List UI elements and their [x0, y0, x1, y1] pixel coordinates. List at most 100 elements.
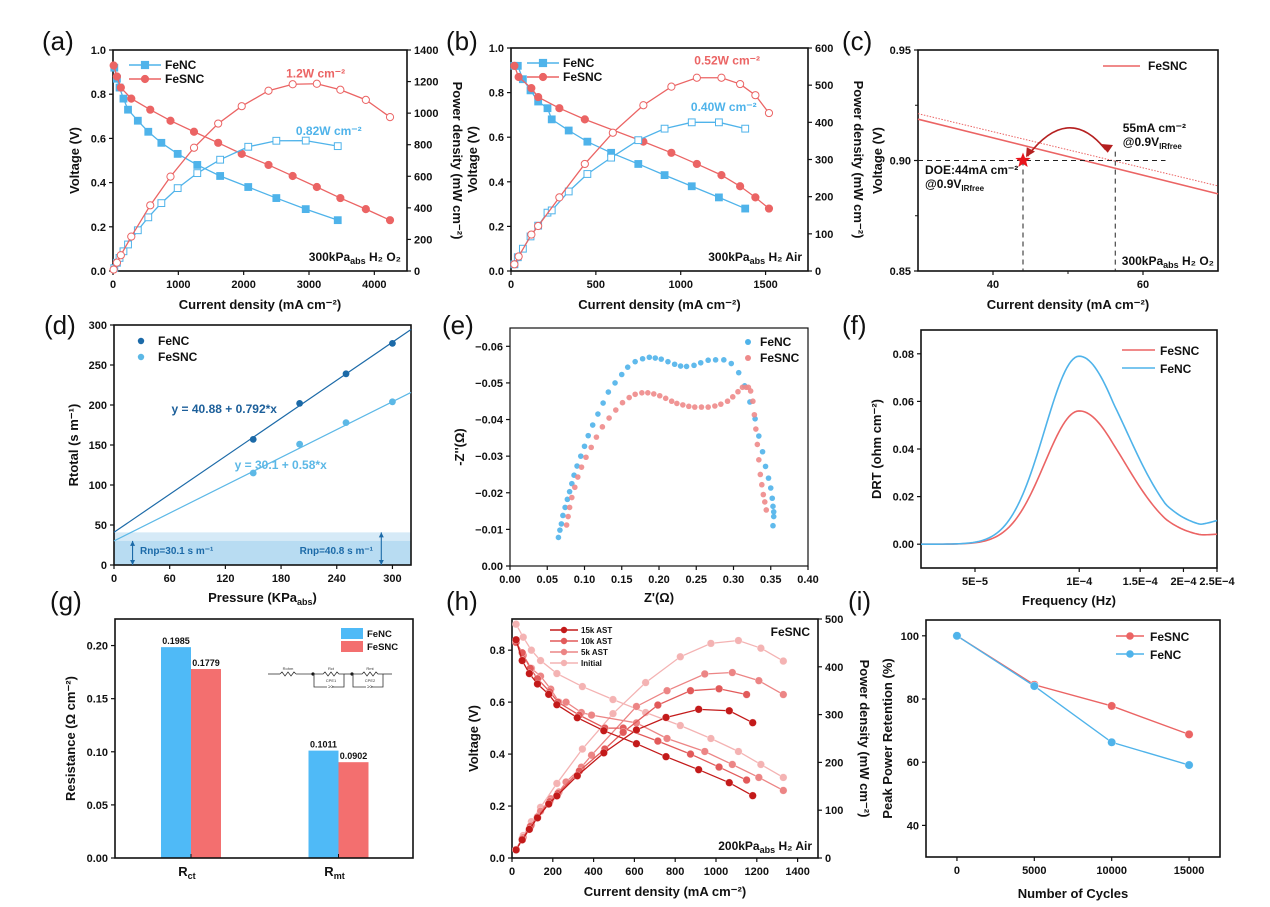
legend-label: FeSNC: [1148, 59, 1188, 73]
data-point-fesnc-voltage: [214, 138, 223, 147]
x-tick-label: 0.35: [760, 574, 781, 586]
sample-label: FeSNC: [771, 625, 811, 639]
data-point-fenc: [652, 355, 659, 361]
data-point-fesnc-power: [112, 258, 122, 267]
data-point: [742, 690, 751, 699]
panel-h-ast-polarization: (h)0 200 400 600 800 1000 1200 14000.00.20.40.6…: [446, 586, 872, 899]
condition-sub: abs: [760, 845, 776, 855]
y2-tick-label: 500: [825, 614, 843, 626]
legend-label: FeSNC: [1160, 344, 1200, 358]
x-tick-label: 500: [587, 279, 605, 291]
data-point-fenc-voltage: [244, 183, 253, 191]
data-point: [533, 679, 542, 688]
data-point-fenc-power: [333, 142, 342, 151]
data-point-fenc-power: [301, 136, 310, 145]
y-tick-label: 0.4: [91, 178, 107, 190]
data-point-fesnc-power: [237, 102, 246, 111]
plot-frame: [511, 618, 819, 859]
data-point: [573, 771, 582, 780]
category-sub: mt: [334, 871, 345, 881]
data-point-fesnc: [606, 415, 612, 421]
data-point-fesnc: [674, 400, 680, 407]
data-point-fesnc-power: [264, 86, 273, 95]
data-point-fesnc-power: [764, 108, 774, 118]
condition-pressure: 300kPa: [708, 250, 750, 264]
bar-fenc: [308, 750, 339, 858]
data-point-fenc: [770, 513, 777, 520]
x-tick-label: 300: [383, 573, 401, 585]
condition-gas: H₂ Air: [775, 839, 812, 853]
data-point-fesnc: [650, 391, 657, 397]
panel-label: (g): [50, 586, 82, 616]
bar-value-label: 0.1985: [162, 636, 190, 646]
y-axis-label: Voltage (V): [67, 127, 82, 194]
data-point-fenc-power: [607, 153, 616, 162]
rnp-label: Rnp=30.1 s m⁻¹: [140, 546, 214, 557]
y2-tick-label: 200: [815, 192, 833, 204]
drt-curve-fesnc: [920, 410, 1218, 545]
data-point-fesnc: [662, 395, 669, 402]
data-point-fesnc-power: [580, 159, 589, 169]
improvement-arrow: [1026, 127, 1107, 157]
x-tick-label: 120: [216, 573, 234, 585]
y2-axis-label: Power density (mW cm⁻²): [857, 660, 872, 818]
data-point-fenc: [632, 358, 638, 365]
data-point: [519, 633, 528, 642]
legend-marker: [140, 60, 150, 70]
y-tick-label: 0: [101, 560, 107, 572]
legend-label: 5k AST: [581, 648, 608, 657]
x-tick-label: 1200: [745, 866, 769, 878]
legend-marker: [745, 355, 751, 361]
fit-equation: y = 30.1 + 0.58*x: [235, 458, 327, 472]
x-tick-label: 0.30: [723, 574, 744, 586]
x-tick-label: 600: [625, 866, 643, 878]
data-point-fenc-power: [715, 118, 723, 127]
data-point-fesnc-voltage: [336, 193, 345, 203]
y-tick-label: 0.8: [489, 88, 504, 100]
data-point-fesnc-power: [736, 79, 745, 89]
condition-gas: H₂ O₂: [1179, 254, 1214, 268]
legend-label: FeNC: [1160, 362, 1192, 376]
data-point-fenc: [605, 389, 612, 395]
peak-power-annotation: 0.82W cm⁻²: [296, 124, 362, 138]
data-point-fesnc-voltage: [116, 83, 125, 92]
y2-axis-label: Power density (mW cm⁻²): [851, 81, 866, 239]
data-point-fenc: [756, 433, 762, 439]
category-main: R: [178, 864, 188, 879]
data-point-fesnc-power: [146, 201, 155, 210]
y-axis-label: Voltage (V): [465, 126, 480, 193]
legend-label: FeSNC: [367, 642, 398, 653]
data-point-fenc: [671, 361, 678, 368]
data-point: [756, 760, 765, 769]
data-point: [653, 701, 662, 709]
data-point-fenc: [560, 512, 566, 519]
x-tick-label: 2000: [231, 279, 255, 291]
y2-tick-label: 0: [815, 266, 821, 278]
y-axis-label: Voltage (V): [870, 127, 885, 194]
arrowhead-icon: [1099, 143, 1113, 153]
data-point-fesnc-voltage: [264, 160, 273, 170]
data-point: [694, 705, 703, 714]
arrowhead-icon: [378, 532, 384, 538]
data-point-fesnc: [639, 390, 645, 396]
y2-tick-label: 500: [815, 80, 833, 92]
y-tick-label: 0.05: [87, 800, 108, 812]
data-point: [533, 813, 542, 822]
data-point: [512, 620, 521, 629]
y-tick-label: 0.04: [893, 444, 915, 456]
drt-curve-fenc: [920, 355, 1218, 545]
data-point-fesnc: [566, 504, 573, 511]
x-tick-label: 60: [164, 573, 176, 585]
data-point-fesnc: [645, 390, 651, 396]
y-tick-label: 0.2: [489, 221, 504, 233]
data-point-fesnc-voltage: [288, 171, 297, 181]
data-point-fenc-voltage: [564, 126, 573, 135]
data-point-fenc: [712, 357, 719, 363]
data-point: [748, 791, 757, 800]
data-point-fesnc-voltage: [109, 61, 118, 70]
data-point: [512, 635, 521, 644]
data-point-fenc: [677, 363, 684, 369]
data-point-fenc: [646, 354, 653, 361]
arrowhead-icon: [130, 560, 136, 565]
arrowhead-icon: [130, 540, 136, 546]
